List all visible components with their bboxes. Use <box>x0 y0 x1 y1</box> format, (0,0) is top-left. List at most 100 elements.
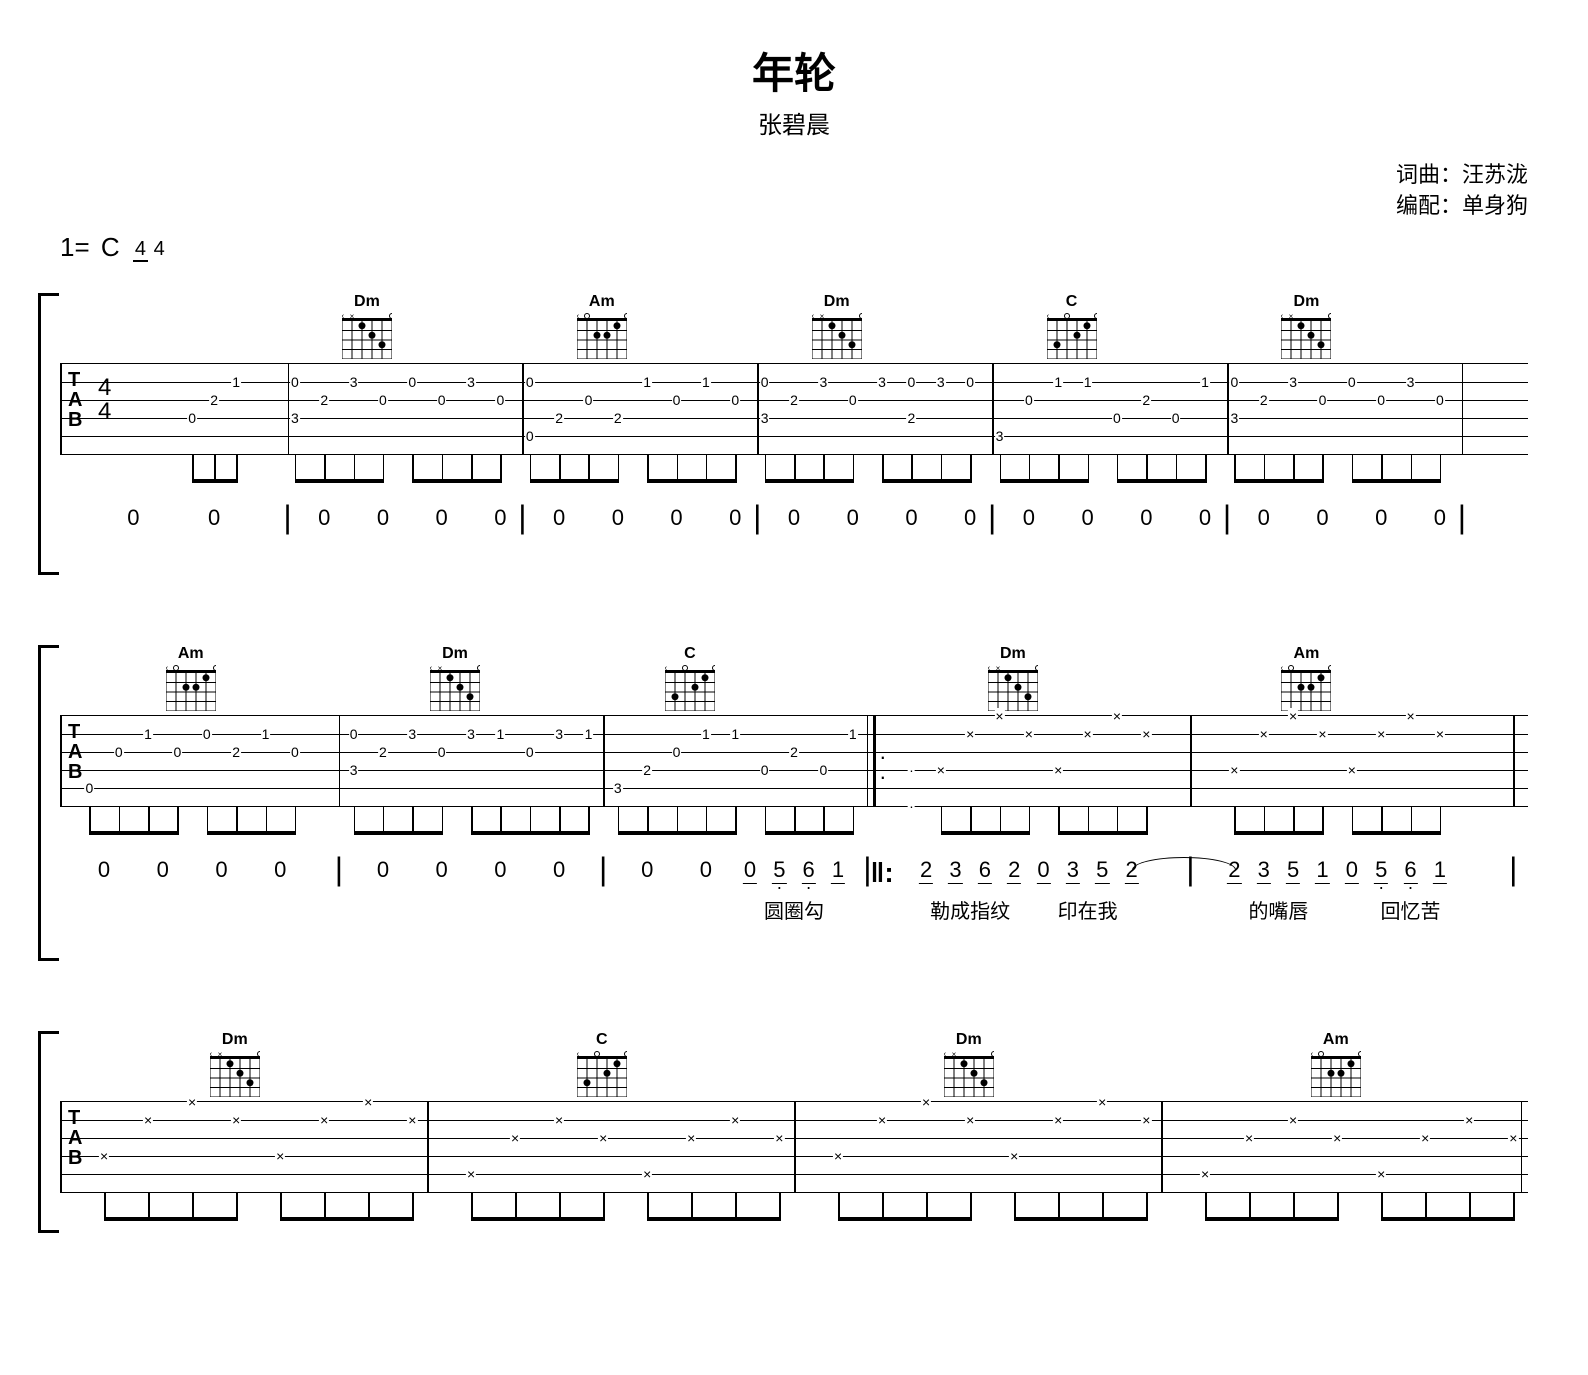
tab-note: × <box>1024 726 1034 742</box>
stem <box>970 455 972 483</box>
tab-note: 1 <box>143 726 153 742</box>
tab-note: × <box>1420 1130 1430 1146</box>
chord-C: C× <box>574 1031 630 1102</box>
beam <box>618 831 735 835</box>
beam <box>354 831 442 835</box>
jianpu-note: 6 <box>802 857 816 884</box>
beam <box>471 1217 603 1221</box>
barline <box>1462 364 1464 454</box>
tab-note: 0 <box>1171 410 1181 426</box>
jianpu-note: 0 <box>700 857 712 883</box>
tab-note: 3 <box>877 374 887 390</box>
jianpu-note: 3 <box>1066 857 1080 884</box>
tab-note: 3 <box>613 780 623 796</box>
stem <box>1513 1193 1515 1221</box>
svg-text:×: × <box>438 665 443 673</box>
jianpu-barline: | <box>1458 499 1466 536</box>
svg-text:×: × <box>1047 313 1050 321</box>
tab-note: 3 <box>407 726 417 742</box>
svg-text:×: × <box>577 313 580 321</box>
tab-note: 3 <box>290 410 300 426</box>
beam <box>765 831 853 835</box>
barline <box>288 364 290 454</box>
beam <box>530 479 618 483</box>
jianpu-note: 0 <box>1023 505 1035 531</box>
tab-note: × <box>1053 762 1063 778</box>
beam <box>1234 479 1322 483</box>
chord-Am: Am× <box>574 293 630 364</box>
jianpu-note: 1 <box>1433 857 1447 884</box>
tab-note: × <box>554 1112 564 1128</box>
tab-note: × <box>510 1130 520 1146</box>
arranger: 编配：单身狗 <box>60 191 1528 222</box>
tab-note: × <box>833 1148 843 1164</box>
system-2: Dm×× C× Dm×× Am×TAB×××××××××××××××××××××… <box>60 1031 1528 1193</box>
tab-note: × <box>466 1166 476 1182</box>
jianpu-note: 0 <box>1140 505 1152 531</box>
tab-note: × <box>1317 726 1327 742</box>
tab-note: 1 <box>1083 374 1093 390</box>
jianpu-note: 0 <box>670 505 682 531</box>
jianpu-note: 0 <box>553 505 565 531</box>
tab-letters: TAB <box>68 1108 82 1168</box>
beam <box>1352 831 1440 835</box>
tab-note: × <box>1288 1112 1298 1128</box>
jianpu-note: 0 <box>494 857 506 883</box>
chord-row: Dm×× C× Dm×× Am× <box>60 1031 1528 1101</box>
svg-text:×: × <box>1281 665 1284 673</box>
beam <box>104 1217 236 1221</box>
lyric: 印在我 <box>1058 895 1118 924</box>
tab-note: 0 <box>1318 392 1328 408</box>
jianpu-note: 5 <box>1374 857 1388 884</box>
stem <box>588 807 590 835</box>
tab-note: 1 <box>730 726 740 742</box>
barline <box>1513 716 1515 806</box>
tab-note: 2 <box>1141 392 1151 408</box>
tab-note: × <box>363 1094 373 1110</box>
tab-note: · <box>908 762 915 778</box>
tab-note: 0 <box>525 744 535 760</box>
chord-row: Am× Dm×× C× Dm×× Am× <box>60 645 1528 715</box>
svg-text:×: × <box>665 665 668 673</box>
jianpu-note: 5 <box>772 857 786 884</box>
barline <box>1190 716 1192 806</box>
tab-note: × <box>143 1112 153 1128</box>
tab-note: × <box>1229 762 1239 778</box>
jianpu-note: 0 <box>553 857 565 883</box>
tab-note: 3 <box>554 726 564 742</box>
tab-note: × <box>1244 1130 1254 1146</box>
system-0: Dm×× Am× Dm×× C× Dm××TAB4402130230003000… <box>60 293 1528 535</box>
jianpu-note: 0 <box>1316 505 1328 531</box>
tab-note: 0 <box>1435 392 1445 408</box>
svg-text:×: × <box>1311 1051 1314 1059</box>
chord-Dm: Dm×× <box>1278 293 1334 364</box>
beam <box>647 1217 779 1221</box>
beam <box>838 1217 970 1221</box>
tab-note: 0 <box>907 374 917 390</box>
time-signature: 44 <box>98 376 111 424</box>
jianpu-row: 0000000000000000000000|||||| <box>60 505 1528 535</box>
tab-note: 1 <box>701 726 711 742</box>
tab-staff: TAB··001002103023031031320110201··××××××… <box>60 715 1528 807</box>
tab-note: 0 <box>187 410 197 426</box>
jianpu-note: 2 <box>919 857 933 884</box>
chord-C: C× <box>1044 293 1100 364</box>
tab-note: 0 <box>437 744 447 760</box>
jianpu-note: 0 <box>641 857 653 883</box>
stem <box>500 455 502 483</box>
svg-text:×: × <box>819 313 824 321</box>
beam <box>1352 479 1440 483</box>
jianpu-note: 0 <box>274 857 286 883</box>
beam <box>89 831 177 835</box>
svg-text:×: × <box>166 665 169 673</box>
tab-note: × <box>686 1130 696 1146</box>
barline <box>1227 364 1229 454</box>
svg-text:×: × <box>944 1051 947 1059</box>
jianpu-note: 2 <box>1007 857 1021 884</box>
jianpu-note: 0 <box>494 505 506 531</box>
tab-note: · <box>908 798 915 814</box>
tab-note: × <box>1097 1094 1107 1110</box>
jianpu-note: 0 <box>436 857 448 883</box>
jianpu-barline: | <box>335 851 343 888</box>
svg-text:×: × <box>1289 313 1294 321</box>
